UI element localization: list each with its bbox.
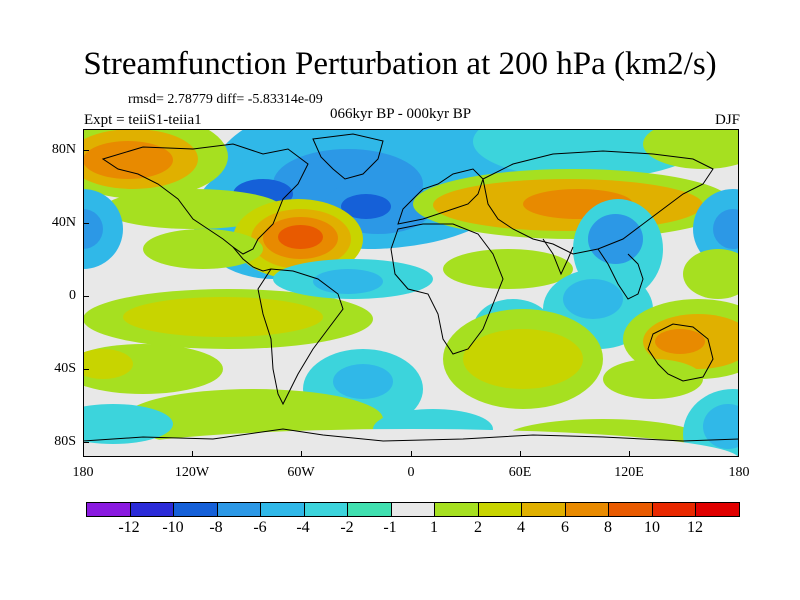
y-tick-label: 80N xyxy=(51,142,76,157)
field-region xyxy=(703,404,739,449)
x-tick-label: 180 xyxy=(728,465,750,480)
colorbar-label: -1 xyxy=(383,519,397,536)
y-tick-label: 80S xyxy=(54,434,76,449)
y-tick-label: 0 xyxy=(69,288,76,303)
north-america-coast xyxy=(101,143,309,255)
colorbar-swatch xyxy=(609,503,653,516)
y-tick xyxy=(83,150,89,151)
colorbar-swatch xyxy=(304,503,349,516)
field-region xyxy=(713,209,739,249)
rmsd-diff-text: rmsd= 2.78779 diff= -5.83314e-09 xyxy=(128,92,323,107)
field-region xyxy=(655,329,705,354)
colorbar xyxy=(86,502,740,517)
colorbar-swatch xyxy=(217,503,262,516)
south-america-coast xyxy=(257,268,344,406)
field-region xyxy=(143,229,263,269)
field-region xyxy=(563,279,623,319)
x-tick-label: 0 xyxy=(407,465,415,480)
field-region xyxy=(588,214,643,264)
x-tick-label: 60E xyxy=(508,465,532,480)
field-region xyxy=(443,249,573,289)
field-region xyxy=(123,297,323,337)
y-tick-label: 40S xyxy=(54,361,76,376)
field-region xyxy=(683,249,739,299)
colorbar-swatch xyxy=(435,503,479,516)
field-region xyxy=(313,269,383,294)
y-tick-label: 40N xyxy=(51,215,76,230)
field-region xyxy=(463,329,583,389)
colorbar-swatch xyxy=(348,503,392,516)
colorbar-label: -4 xyxy=(296,519,310,536)
colorbar-swatch xyxy=(174,503,218,516)
map-plot-area xyxy=(83,129,739,457)
central-america-coast xyxy=(232,246,272,272)
x-tick-label: 120E xyxy=(614,465,644,480)
period-label: 066kyr BP - 000kyr BP xyxy=(330,106,472,122)
colorbar-label: 6 xyxy=(561,519,569,536)
africa-coast xyxy=(390,223,504,355)
colorbar-label: -10 xyxy=(162,519,184,536)
experiment-label: Expt = teiiS1-teiia1 xyxy=(84,112,202,128)
field-region xyxy=(83,349,133,379)
x-tick-label: 180 xyxy=(72,465,94,480)
europe-coast xyxy=(397,168,484,225)
colorbar-label: 4 xyxy=(517,519,525,536)
colorbar-label: -6 xyxy=(253,519,267,536)
colorbar-label: 8 xyxy=(604,519,612,536)
chart-title: Streamfunction Perturbation at 200 hPa (… xyxy=(83,46,717,82)
colorbar-swatch xyxy=(87,503,131,516)
y-tick xyxy=(83,223,89,224)
colorbar-swatch xyxy=(391,503,436,516)
asia-coast xyxy=(482,150,714,255)
y-tick xyxy=(83,442,89,443)
colorbar-label: -12 xyxy=(118,519,140,536)
colorbar-swatch xyxy=(565,503,610,516)
x-tick xyxy=(192,451,193,457)
colorbar-swatch xyxy=(261,503,305,516)
colorbar-label: -8 xyxy=(209,519,223,536)
field-region xyxy=(83,209,103,249)
colorbar-swatch xyxy=(522,503,566,516)
field-region xyxy=(278,225,323,249)
x-tick-label: 120W xyxy=(174,465,210,480)
antarctica-coast xyxy=(83,428,739,442)
australia-coast xyxy=(647,323,714,382)
x-tick xyxy=(301,451,302,457)
x-tick-label: 60W xyxy=(287,465,315,480)
colorbar-swatch xyxy=(652,503,697,516)
colorbar-swatch xyxy=(130,503,175,516)
colorbar-label: 2 xyxy=(474,519,482,536)
field-region xyxy=(333,364,393,399)
colorbar-label: 1 xyxy=(430,519,438,536)
southeast-asia-coast xyxy=(597,248,644,300)
y-tick xyxy=(83,369,89,370)
season-label: DJF xyxy=(714,112,740,128)
x-tick xyxy=(520,451,521,457)
x-tick xyxy=(411,451,412,457)
colorbar-swatch xyxy=(696,503,739,516)
y-tick xyxy=(83,296,89,297)
field-region xyxy=(603,359,703,399)
coastlines xyxy=(83,133,739,442)
greenland-coast xyxy=(312,133,384,180)
colorbar-label: 10 xyxy=(644,519,660,536)
colorbar-label: 12 xyxy=(687,519,703,536)
colorbar-swatch xyxy=(478,503,523,516)
x-tick xyxy=(629,451,630,457)
india-coast xyxy=(542,238,574,276)
colorbar-label: -2 xyxy=(340,519,354,536)
